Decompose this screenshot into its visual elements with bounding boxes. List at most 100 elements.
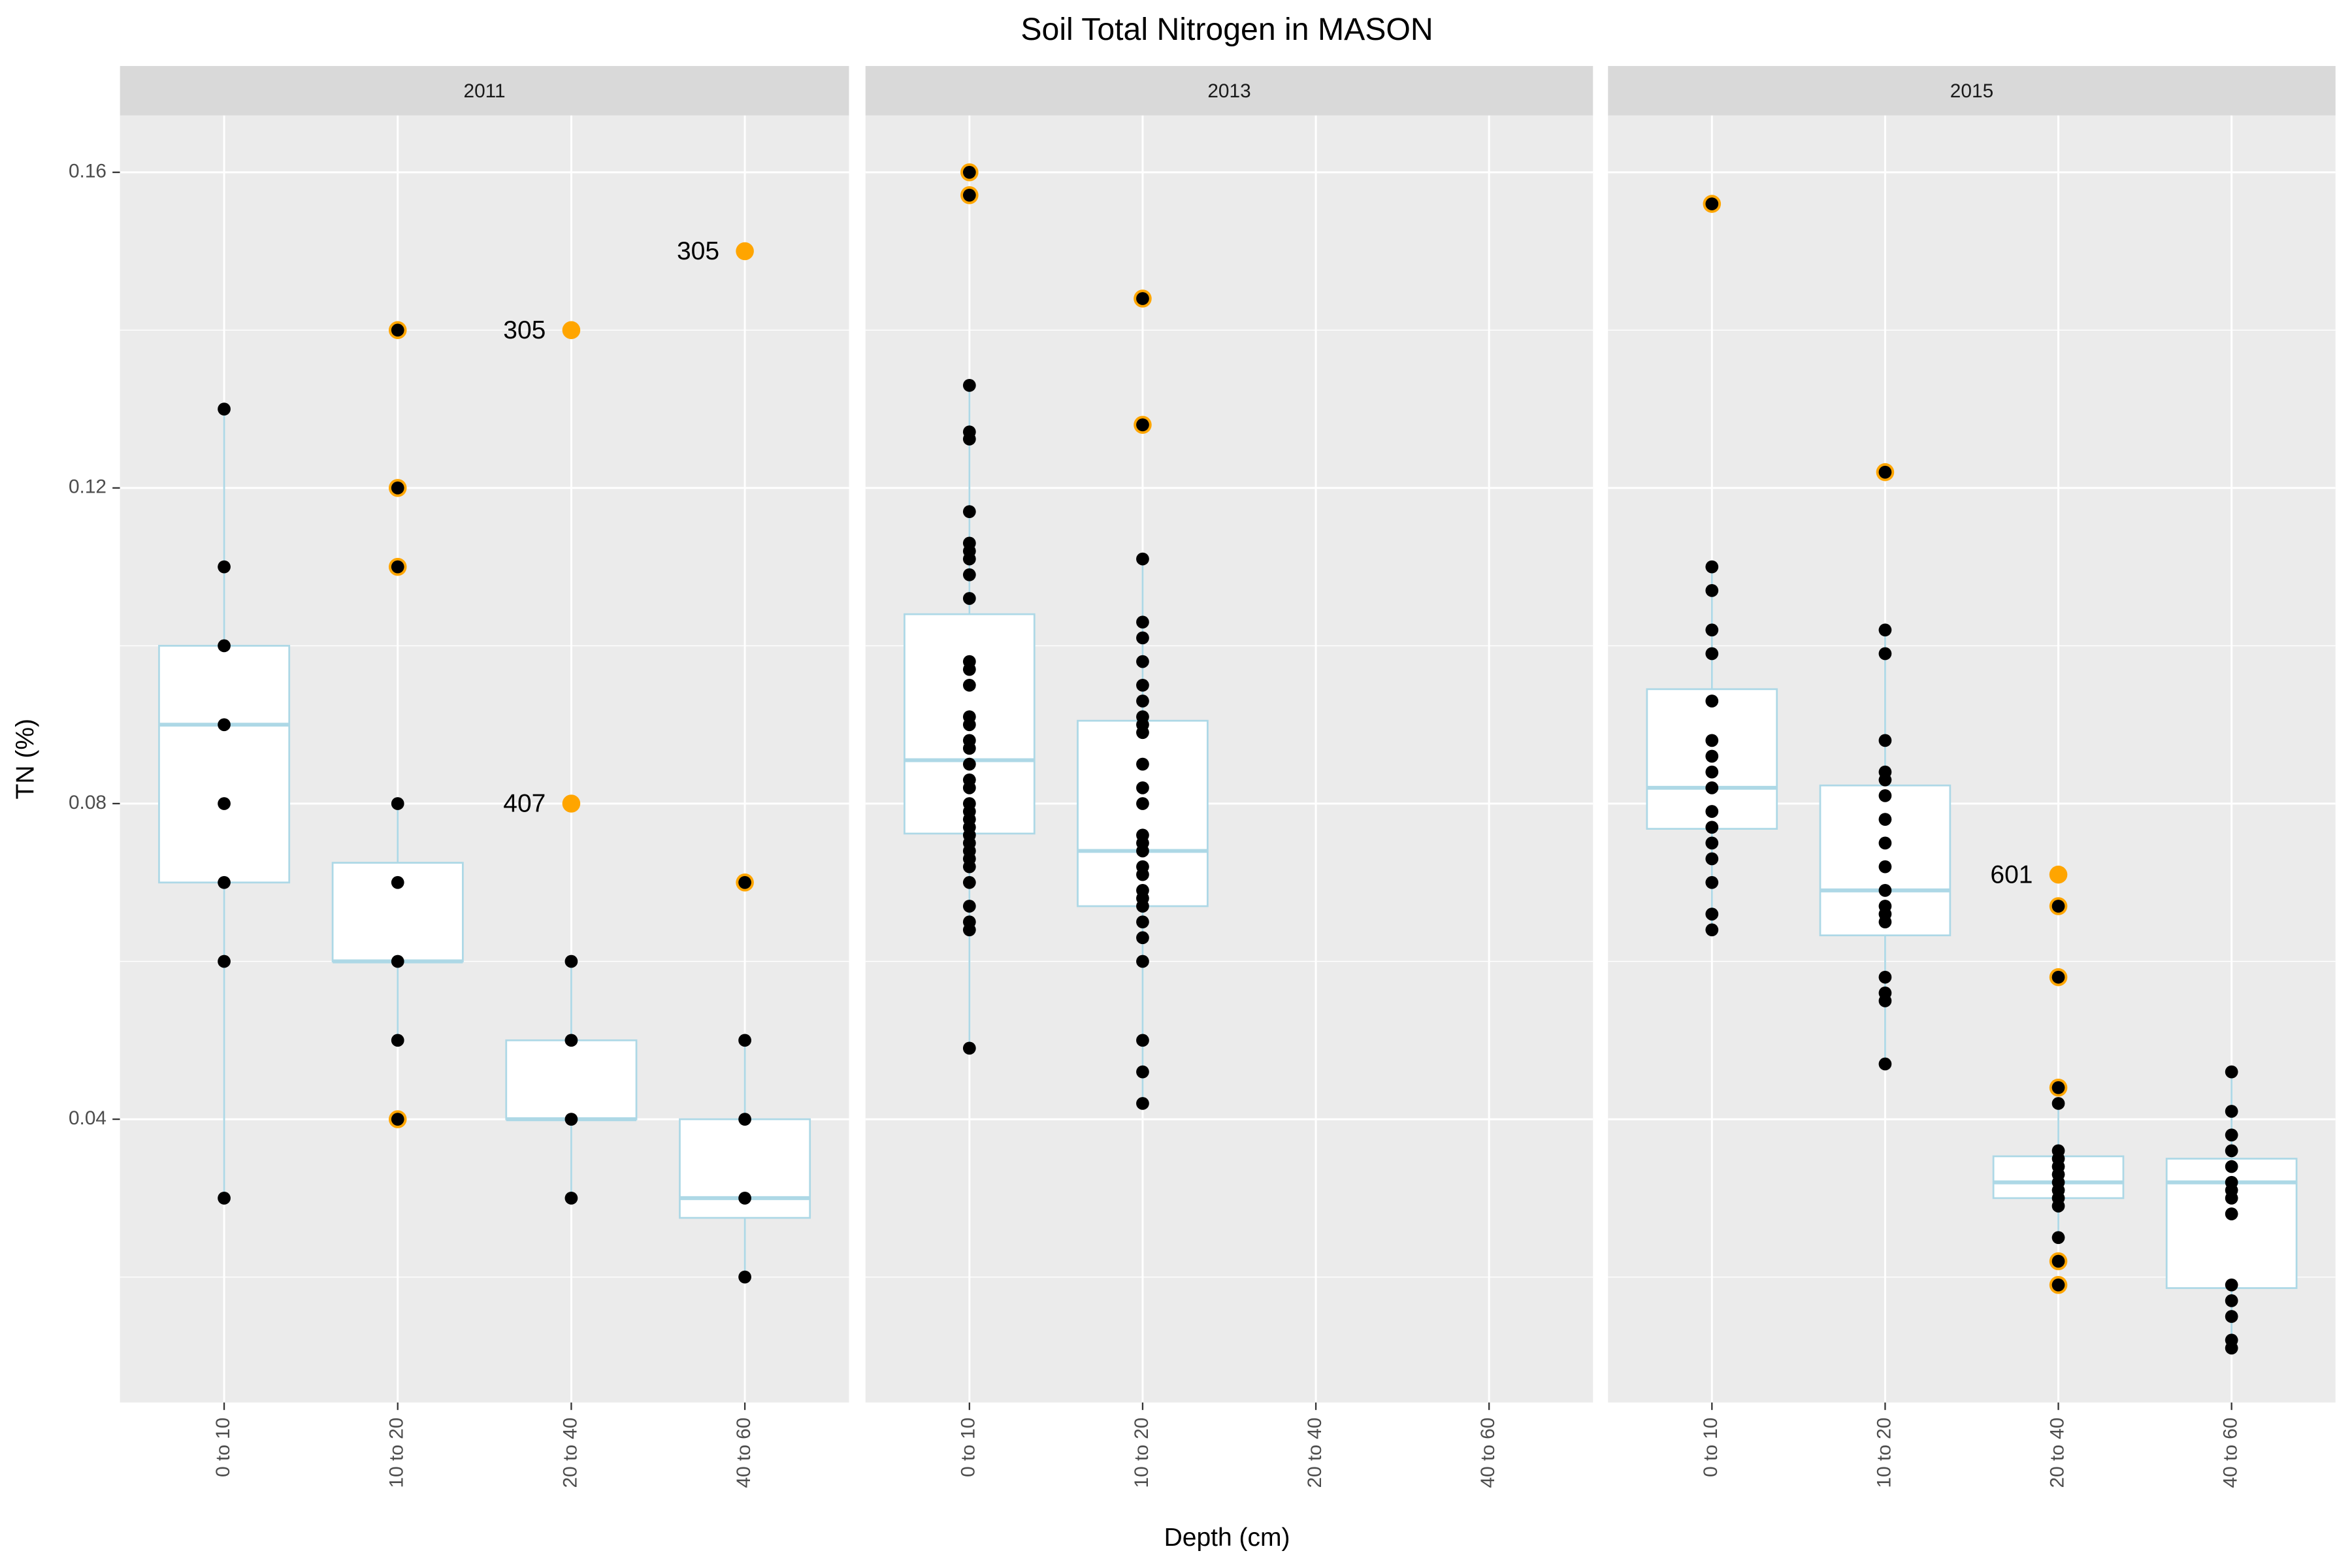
point: [1136, 781, 1149, 794]
point: [1136, 418, 1149, 432]
point: [564, 955, 578, 968]
point: [962, 1041, 976, 1055]
point: [1878, 647, 1892, 661]
point: [1878, 773, 1892, 787]
point: [962, 718, 976, 732]
point: [2051, 1081, 2065, 1094]
point: [1136, 631, 1149, 645]
y-tick-label: 0.04: [69, 1107, 106, 1129]
box: [505, 1039, 638, 1120]
point: [962, 757, 976, 771]
strip: [865, 66, 1593, 116]
point: [1705, 805, 1719, 818]
point: [1136, 931, 1149, 945]
point: [2225, 1207, 2238, 1220]
point: [1136, 868, 1149, 881]
box: [158, 645, 291, 884]
strip-label: 2013: [1207, 80, 1250, 102]
point: [1136, 1097, 1149, 1110]
x-tick-label: 40 to 60: [733, 1418, 755, 1488]
point: [218, 639, 231, 653]
point: [1136, 655, 1149, 668]
point: [1136, 726, 1149, 740]
point: [218, 875, 231, 889]
point: [962, 781, 976, 794]
point: [218, 560, 231, 574]
point: [1705, 781, 1719, 794]
point: [2225, 1278, 2238, 1292]
point: [738, 1270, 751, 1284]
outlier-label: 407: [503, 790, 546, 818]
point: [391, 560, 404, 574]
point: [2225, 1128, 2238, 1142]
point: [2051, 1097, 2065, 1110]
point: [1878, 883, 1892, 897]
y-tick-label: 0.08: [69, 792, 106, 813]
point: [391, 323, 404, 337]
point: [1136, 552, 1149, 566]
point: [2051, 1200, 2065, 1213]
point: [1136, 757, 1149, 771]
point: [1705, 875, 1719, 889]
point: [564, 1034, 578, 1047]
point: [2225, 1065, 2238, 1079]
point: [1136, 1065, 1149, 1079]
outlier-label: 305: [503, 316, 546, 344]
strip: [1608, 66, 2336, 116]
point: [564, 1191, 578, 1205]
point: [1705, 852, 1719, 866]
point: [738, 1113, 751, 1126]
point: [2051, 1278, 2065, 1292]
point: [1705, 821, 1719, 834]
point: [2225, 1341, 2238, 1355]
point: [1705, 765, 1719, 779]
outlier-label: 305: [677, 237, 719, 265]
outlier: [736, 242, 754, 261]
point: [738, 1191, 751, 1205]
point: [962, 433, 976, 446]
y-tick-label: 0.12: [69, 476, 106, 498]
point: [218, 1191, 231, 1205]
x-tick-label: 0 to 10: [212, 1418, 234, 1477]
point: [1136, 900, 1149, 913]
point: [1136, 694, 1149, 708]
point: [391, 955, 404, 968]
point: [218, 955, 231, 968]
point: [1136, 844, 1149, 858]
point: [1705, 836, 1719, 850]
point: [2225, 1144, 2238, 1158]
point: [1878, 836, 1892, 850]
point: [962, 592, 976, 605]
point: [1878, 789, 1892, 802]
x-tick-label: 10 to 20: [1873, 1418, 1895, 1488]
point: [962, 662, 976, 676]
strip: [120, 66, 849, 116]
point: [1705, 907, 1719, 921]
point: [962, 378, 976, 392]
point: [2051, 900, 2065, 913]
point: [962, 552, 976, 566]
chart-title: Soil Total Nitrogen in MASON: [1021, 12, 1433, 47]
point: [564, 1113, 578, 1126]
point: [962, 188, 976, 202]
point: [962, 505, 976, 518]
point: [1705, 584, 1719, 597]
point: [2051, 1254, 2065, 1268]
x-tick-label: 0 to 10: [1700, 1418, 1722, 1477]
point: [218, 797, 231, 810]
point: [1705, 923, 1719, 937]
point: [1878, 860, 1892, 874]
x-tick-label: 40 to 60: [1477, 1418, 1499, 1488]
point: [1136, 615, 1149, 629]
strip-label: 2011: [464, 80, 506, 102]
x-tick-label: 0 to 10: [958, 1418, 979, 1477]
outlier: [562, 321, 581, 340]
point: [1878, 734, 1892, 747]
point: [1705, 694, 1719, 708]
point: [1878, 1057, 1892, 1071]
y-axis-label: TN (%): [12, 719, 40, 800]
point: [962, 923, 976, 937]
point: [962, 165, 976, 179]
